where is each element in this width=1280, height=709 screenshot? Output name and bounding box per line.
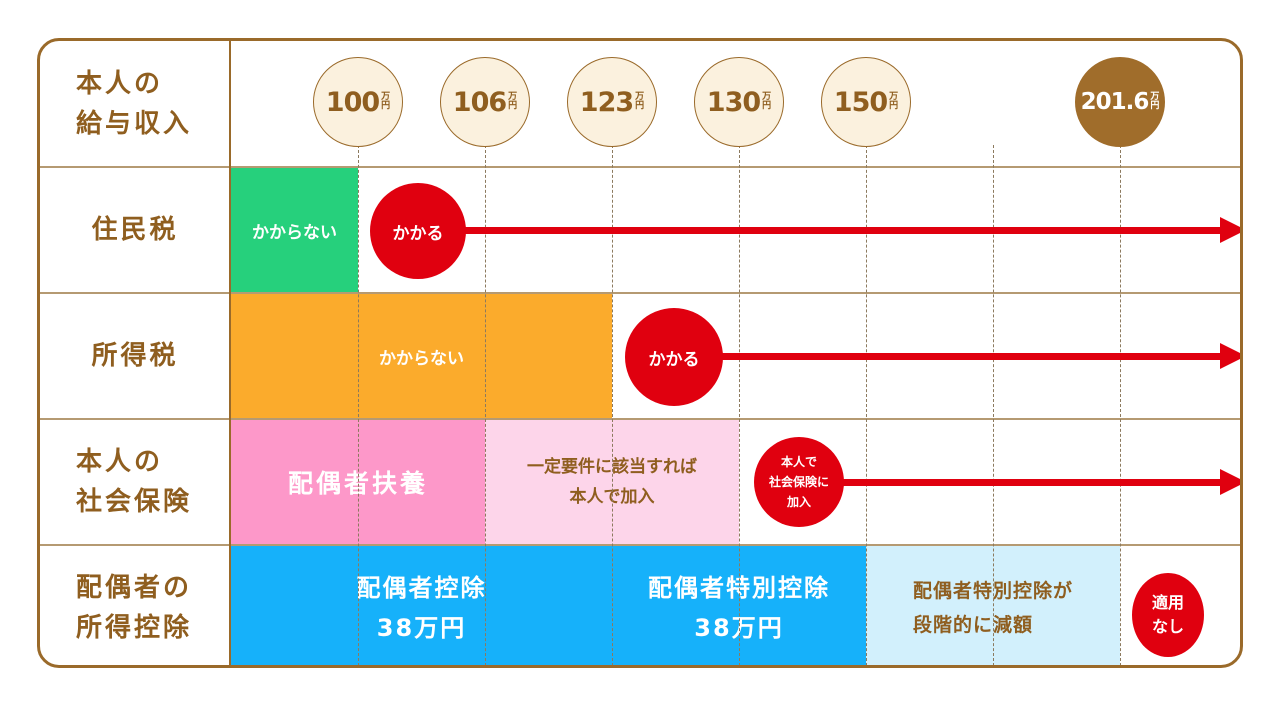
social-insurance-label-text: 本人の 社会保険	[76, 447, 193, 517]
unit-man-yen: 万円	[508, 93, 517, 111]
threshold-line-201	[1120, 145, 1121, 665]
spouse-deduction-standard-text: 配偶者控除 38万円	[356, 574, 487, 642]
spouse-deduction-standard-block: 配偶者控除 38万円	[231, 545, 612, 665]
threshold-value: 150	[833, 86, 888, 118]
row-label-social-insurance: 本人の 社会保険	[40, 419, 230, 545]
unit-top: 万	[762, 92, 772, 102]
resident-tax-label-text: 住民税	[91, 215, 179, 245]
threshold-badge-150: 150 万円	[821, 57, 911, 147]
unit-man-yen: 万円	[635, 93, 644, 111]
threshold-value: 100	[325, 86, 380, 118]
threshold-value: 130	[706, 86, 761, 118]
income-tax-arrow-line	[670, 353, 1222, 360]
unit-bottom: 円	[381, 101, 391, 111]
arrow-right-icon	[1220, 469, 1240, 495]
threshold-line-123	[612, 145, 613, 665]
unit-man-yen: 万円	[1150, 93, 1159, 111]
row-divider	[40, 166, 1240, 168]
threshold-value: 123	[579, 86, 634, 118]
unit-bottom: 円	[508, 101, 518, 111]
unit-bottom: 円	[1150, 101, 1160, 111]
row-label-spouse-deduction: 配偶者の 所得控除	[40, 545, 230, 665]
social-insurance-enrolled-circle: 本人で 社会保険に 加入	[754, 437, 844, 527]
income-tax-taxed-circle: かかる	[625, 308, 723, 406]
unit-top: 万	[635, 92, 645, 102]
resident-tax-not-taxed-text: かからない	[252, 222, 337, 243]
income-label-text: 本人の 給与収入	[76, 69, 193, 139]
resident-tax-not-taxed-block: かからない	[231, 167, 358, 293]
spouse-deduction-none-circle: 適用 なし	[1132, 573, 1204, 657]
threshold-value: 106	[452, 86, 507, 118]
threshold-badge-201-6: 201.6 万円	[1075, 57, 1165, 147]
row-divider	[40, 544, 1240, 546]
unit-top: 万	[381, 92, 391, 102]
resident-tax-taxed-circle: かかる	[370, 183, 466, 279]
resident-tax-arrow-line	[410, 227, 1222, 234]
income-tax-taxed-text: かかる	[648, 349, 700, 370]
unit-top: 万	[889, 92, 899, 102]
grid-line	[993, 145, 994, 665]
income-threshold-table: 本人の 給与収入 住民税 所得税 本人の 社会保険 配偶者の 所得控除 かからな…	[37, 38, 1243, 668]
row-label-resident-tax: 住民税	[40, 167, 230, 293]
arrow-right-icon	[1220, 343, 1240, 369]
unit-top: 万	[1150, 92, 1160, 102]
row-label-income-tax: 所得税	[40, 293, 230, 419]
spouse-deduction-special-text: 配偶者特別控除 38万円	[648, 574, 830, 642]
threshold-line-106	[485, 145, 486, 665]
threshold-line-130	[739, 145, 740, 665]
unit-top: 万	[508, 92, 518, 102]
threshold-badge-106: 106 万円	[440, 57, 530, 147]
threshold-badge-100: 100 万円	[313, 57, 403, 147]
arrow-right-icon	[1220, 217, 1240, 243]
threshold-badge-130: 130 万円	[694, 57, 784, 147]
income-tax-not-taxed-text: かからない	[379, 348, 464, 369]
resident-tax-taxed-text: かかる	[392, 223, 444, 244]
row-label-income: 本人の 給与収入	[40, 41, 230, 167]
social-insurance-arrow-line	[800, 479, 1222, 486]
income-tax-not-taxed-block: かからない	[231, 293, 612, 419]
spouse-deduction-none-text: 適用 なし	[1151, 593, 1184, 636]
income-tax-label-text: 所得税	[91, 341, 179, 371]
unit-bottom: 円	[762, 101, 772, 111]
social-insurance-enrolled-text: 本人で 社会保険に 加入	[768, 455, 829, 509]
threshold-value: 201.6	[1080, 89, 1150, 115]
threshold-badge-123: 123 万円	[567, 57, 657, 147]
threshold-line-100	[358, 145, 359, 665]
label-column-divider	[229, 41, 231, 665]
unit-man-yen: 万円	[381, 93, 390, 111]
unit-bottom: 円	[889, 101, 899, 111]
social-insurance-dependent-text: 配偶者扶養	[287, 469, 428, 498]
row-divider	[40, 292, 1240, 294]
unit-man-yen: 万円	[762, 93, 771, 111]
unit-bottom: 円	[635, 101, 645, 111]
threshold-line-150	[866, 145, 867, 665]
row-divider	[40, 418, 1240, 420]
unit-man-yen: 万円	[889, 93, 898, 111]
spouse-deduction-reducing-text: 配偶者特別控除が 段階的に減額	[912, 580, 1073, 636]
spouse-deduction-label-text: 配偶者の 所得控除	[76, 573, 193, 643]
